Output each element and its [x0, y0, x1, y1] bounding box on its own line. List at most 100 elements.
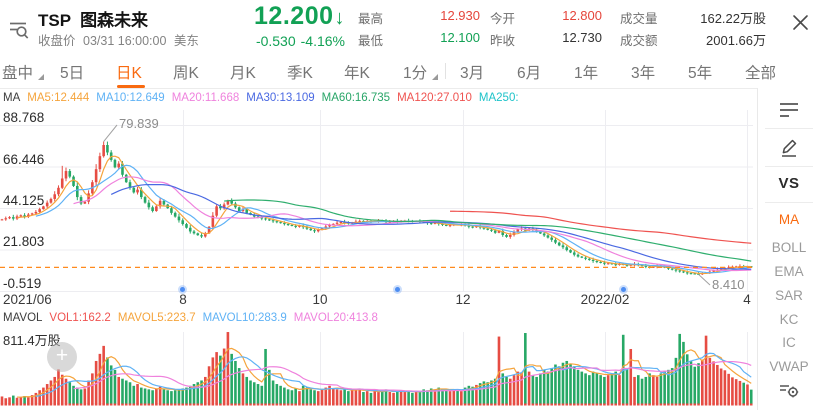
search-icon[interactable]: [8, 19, 30, 46]
stat-value-high: 12.930: [440, 8, 480, 23]
tab-5y[interactable]: 5年: [688, 61, 712, 83]
indicator-sidebar: VS MA BOLL EMA SAR KC IC VWAP: [757, 88, 820, 410]
tab-6m[interactable]: 6月: [517, 61, 541, 83]
sidebar-divider: [765, 166, 813, 167]
sidebar-indicator-sar[interactable]: SAR: [775, 288, 803, 303]
y-axis-label: 66.446: [3, 151, 45, 167]
tab-1min[interactable]: 1分: [403, 61, 439, 83]
y-axis-label: 21.803: [3, 234, 45, 250]
x-axis-label: 2021/06: [3, 292, 52, 307]
draw-pencil-icon[interactable]: [758, 137, 820, 162]
x-axis-label: 2022/02: [580, 292, 630, 307]
vol-legend-item: MAVOL10:283.9: [202, 312, 287, 324]
stock-name: 图森未来: [80, 11, 149, 30]
tab-year-k[interactable]: 年K: [344, 61, 370, 83]
x-axis-label: 8: [179, 292, 187, 307]
tab-3y[interactable]: 3年: [631, 61, 655, 83]
stat-value-prev-close: 12.730: [562, 30, 602, 45]
ma-legend-item: MA20:11.668: [171, 92, 240, 104]
tab-quarter-k[interactable]: 季K: [287, 61, 313, 83]
ma-legend-item: MA10:12.649: [96, 92, 165, 104]
volume-axis-label: 811.4万股: [3, 333, 61, 348]
kline-chart-canvas[interactable]: [0, 88, 757, 410]
event-marker-dot[interactable]: [620, 287, 626, 292]
vol-legend-prefix: MAVOL: [3, 312, 43, 324]
trough-annotation: 8.410: [712, 277, 745, 292]
tab-label: 6月: [517, 65, 542, 82]
event-marker-dot[interactable]: [180, 287, 186, 292]
tab-5d[interactable]: 5日: [60, 61, 84, 83]
tab-3m[interactable]: 3月: [460, 61, 484, 83]
stat-value-volume: 162.22万股: [700, 11, 766, 26]
tab-day-k[interactable]: 日K: [116, 61, 145, 88]
x-axis-label: 10: [312, 292, 328, 307]
tab-label: 年K: [344, 65, 370, 82]
timezone-label: 美东: [173, 34, 199, 48]
tab-label: 日K: [116, 65, 142, 82]
tab-label: 盘中: [2, 65, 34, 82]
price-block: 12.200↓ -0.530 -4.16%: [190, 2, 345, 49]
sidebar-indicator-kc[interactable]: KC: [779, 312, 799, 327]
active-tab-underline: [117, 85, 145, 88]
sidebar-divider: [765, 128, 813, 129]
stock-symbol: TSP: [38, 11, 72, 30]
tab-intraday[interactable]: 盘中: [2, 61, 45, 83]
tab-label: 季K: [287, 65, 313, 82]
tab-week-k[interactable]: 周K: [173, 61, 199, 83]
vol-legend-item: MAVOL5:223.7: [117, 312, 196, 324]
tab-label: 月K: [230, 65, 256, 82]
tab-label: 3月: [460, 65, 485, 82]
tab-label: 3年: [631, 65, 656, 82]
tab-all[interactable]: 全部: [745, 61, 776, 83]
header: TSP 图森未来 收盘价 03/31 16:00:00 美东 12.200↓ -0…: [0, 0, 820, 55]
sidebar-indicator-ema[interactable]: EMA: [774, 264, 804, 279]
y-axis-label: 44.125: [3, 192, 45, 208]
ma-legend: MA MA5:12.444 MA10:12.649 MA20:11.668 MA30:…: [3, 92, 519, 104]
price-change: -0.530: [255, 33, 296, 49]
tab-month-k[interactable]: 月K: [230, 61, 256, 83]
stat-label-high: 最高: [358, 12, 384, 26]
ma-legend-item: MA120:27.010: [397, 92, 472, 104]
sidebar-indicator-vwap[interactable]: VWAP: [769, 359, 809, 374]
y-axis-label: 88.768: [3, 110, 45, 125]
vol-legend-item: MAVOL20:413.8: [293, 312, 378, 324]
tab-1y[interactable]: 1年: [574, 61, 598, 83]
event-marker-dot[interactable]: [394, 287, 400, 292]
stat-value-turnover: 2001.66万: [706, 33, 766, 48]
stat-label-volume: 成交量: [620, 12, 658, 26]
close-icon[interactable]: [791, 13, 810, 37]
period-tabbar: 盘中 5日 日K 周K 月K 季K 年K 1分 3月 6月 1年 3年 5年 全部: [0, 55, 820, 89]
tab-label: 5年: [688, 65, 713, 82]
tab-label: 1分: [403, 65, 428, 82]
indicator-settings-icon[interactable]: [758, 380, 820, 403]
current-price: 12.200: [254, 2, 334, 30]
ma-legend-item: MA250:: [478, 92, 519, 104]
stat-value-open: 12.800: [562, 8, 602, 23]
sidebar-indicator-ic[interactable]: IC: [782, 335, 796, 350]
tabbar-divider: [445, 63, 446, 79]
sidebar-indicator-boll[interactable]: BOLL: [771, 240, 807, 255]
vol-legend-item: VOL1:162.2: [49, 312, 111, 324]
peak-annotation: 79.839: [119, 116, 159, 131]
sidebar-indicator-ma[interactable]: MA: [778, 212, 800, 227]
tab-label: 周K: [173, 65, 199, 82]
ma-legend-item: MA5:12.444: [27, 92, 90, 104]
drawing-list-icon[interactable]: [758, 100, 820, 123]
stat-label-turnover: 成交额: [620, 34, 658, 48]
ma-legend-item: MA60:16.735: [321, 92, 391, 104]
tab-label: 5日: [60, 65, 85, 82]
add-overlay-button[interactable]: +: [47, 342, 77, 372]
vol-legend: MAVOL VOL1:162.2 MAVOL5:223.7 MAVOL10:283.…: [3, 312, 378, 324]
stat-value-low: 12.100: [440, 30, 480, 45]
ma-legend-prefix: MA: [3, 92, 21, 104]
y-axis-label: -0.519: [3, 276, 42, 291]
price-timestamp: 03/31 16:00:00: [83, 34, 167, 48]
close-price-label: 收盘价: [38, 34, 76, 48]
vs-compare-button[interactable]: VS: [778, 175, 800, 192]
stat-label-low: 最低: [358, 34, 384, 48]
tab-label: 1年: [574, 65, 599, 82]
x-axis-label: 12: [455, 292, 471, 307]
x-axis-label: 4: [743, 292, 751, 307]
tab-label: 全部: [745, 65, 777, 82]
